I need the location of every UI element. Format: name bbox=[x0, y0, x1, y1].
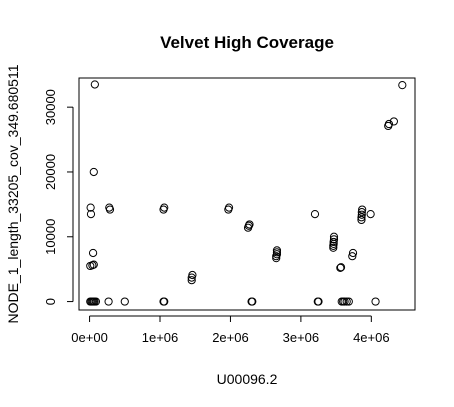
data-point bbox=[91, 297, 101, 306]
y-axis: 0 10000 20000 30000 bbox=[43, 89, 74, 305]
data-point bbox=[104, 297, 113, 306]
y-axis-label: NODE_1_length_33205_cov_349.680511 bbox=[5, 64, 21, 323]
x-tick-label: 0e+00 bbox=[71, 330, 108, 345]
data-point bbox=[348, 248, 358, 258]
data-point bbox=[314, 297, 323, 306]
plot-frame bbox=[78, 77, 416, 311]
data-point bbox=[90, 80, 99, 89]
data-point bbox=[371, 297, 380, 306]
chart-title: Velvet High Coverage bbox=[160, 33, 334, 52]
data-point bbox=[340, 297, 349, 306]
data-point bbox=[86, 209, 96, 219]
y-tick-label: 0 bbox=[43, 298, 58, 305]
data-point bbox=[398, 81, 407, 90]
x-tick-label: 2e+06 bbox=[212, 330, 249, 345]
data-point bbox=[88, 248, 98, 258]
data-point bbox=[389, 117, 398, 126]
data-point bbox=[120, 297, 129, 306]
y-tick-label: 20000 bbox=[43, 154, 58, 190]
data-point bbox=[357, 210, 366, 219]
data-point bbox=[357, 208, 366, 217]
data-point bbox=[224, 203, 234, 212]
data-point bbox=[336, 263, 345, 272]
data-point bbox=[245, 220, 254, 229]
data-point bbox=[105, 203, 114, 212]
data-points bbox=[86, 80, 407, 306]
data-point bbox=[384, 119, 394, 129]
data-point bbox=[344, 297, 353, 306]
data-point bbox=[86, 203, 95, 212]
data-point bbox=[329, 232, 339, 241]
data-point bbox=[366, 209, 375, 219]
data-point bbox=[329, 237, 338, 247]
data-point bbox=[160, 203, 169, 212]
data-point bbox=[160, 297, 169, 306]
data-point bbox=[329, 235, 339, 244]
data-point bbox=[89, 167, 98, 177]
y-tick-label: 10000 bbox=[43, 219, 58, 255]
x-axis: 0e+00 1e+06 2e+06 3e+06 4e+06 bbox=[71, 315, 390, 345]
data-point bbox=[357, 213, 366, 222]
data-point bbox=[272, 246, 282, 255]
x-axis-label: U00096.2 bbox=[217, 371, 278, 387]
data-point bbox=[348, 252, 357, 261]
x-tick-label: 3e+06 bbox=[283, 330, 320, 345]
x-tick-label: 4e+06 bbox=[353, 330, 390, 345]
data-point bbox=[188, 270, 197, 280]
y-tick-label: 30000 bbox=[43, 89, 58, 125]
data-point bbox=[89, 260, 98, 269]
data-point bbox=[248, 297, 257, 306]
data-point bbox=[187, 276, 196, 285]
data-point bbox=[357, 215, 366, 225]
data-point bbox=[358, 205, 367, 214]
data-point bbox=[336, 263, 346, 272]
data-point bbox=[342, 297, 351, 306]
data-point bbox=[244, 221, 253, 230]
data-point bbox=[310, 209, 320, 219]
x-tick-label: 1e+06 bbox=[142, 330, 179, 345]
